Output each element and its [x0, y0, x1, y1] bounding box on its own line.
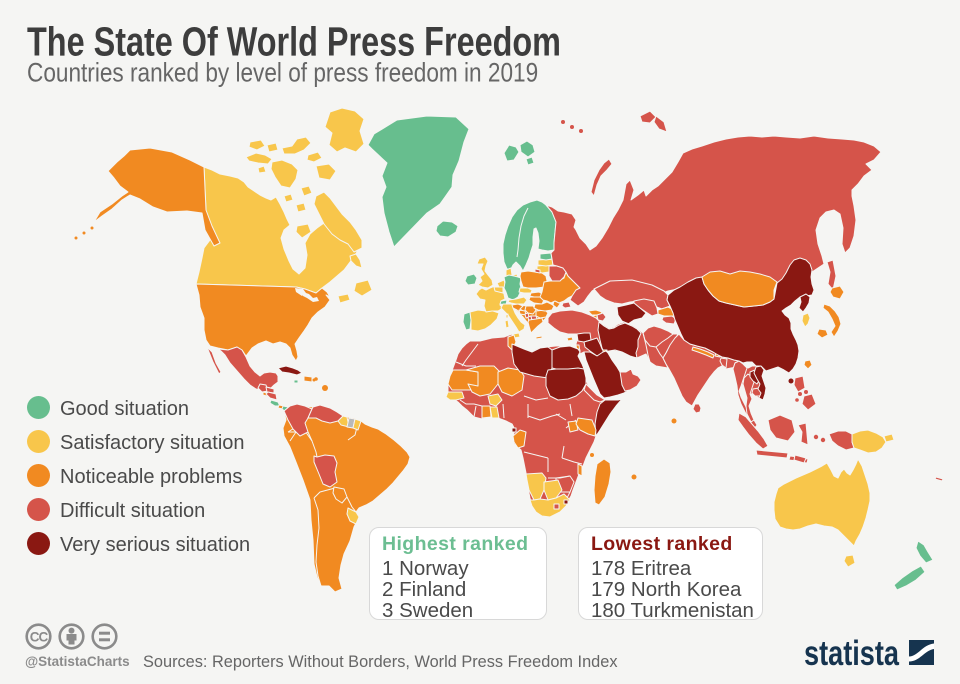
- svg-text:statista: statista: [805, 639, 899, 671]
- svg-text:CC: CC: [30, 630, 49, 645]
